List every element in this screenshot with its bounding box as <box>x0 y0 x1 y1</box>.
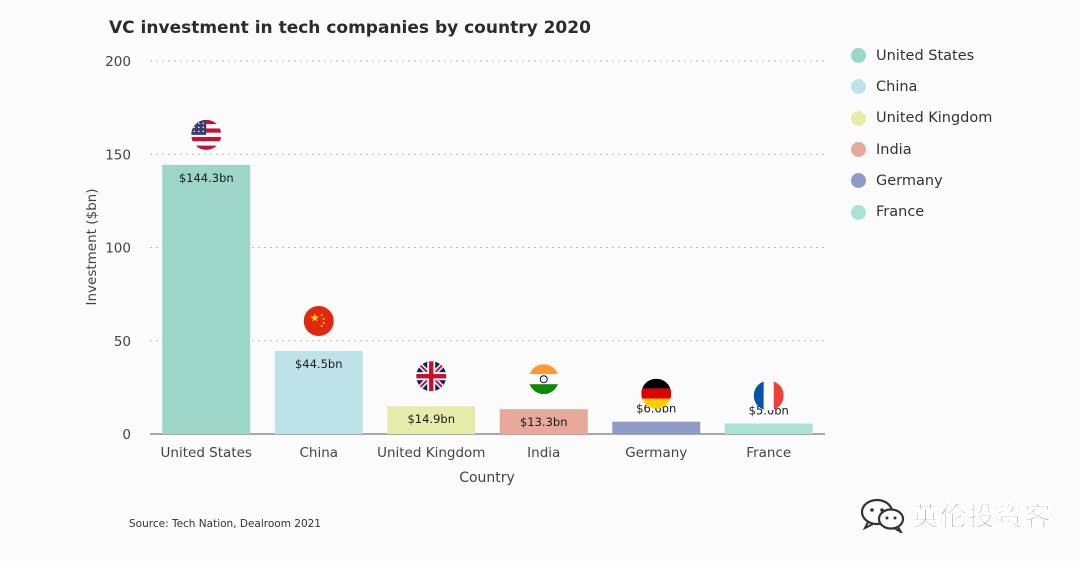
bar-china <box>274 351 363 434</box>
bar-germany <box>612 421 701 434</box>
x-tick-label: China <box>299 445 338 461</box>
data-label: $13.3bn <box>520 415 568 429</box>
bar-united-kingdom <box>387 406 476 434</box>
source-note: Source: Tech Nation, Dealroom 2021 <box>129 518 321 530</box>
bar-india <box>499 409 588 434</box>
wechat-watermark: 英伦投资客 <box>858 495 1052 534</box>
y-tick-label: 50 <box>114 334 131 350</box>
y-axis-label: Investment ($bn) <box>84 188 100 305</box>
legend-item: India <box>851 134 992 165</box>
legend-label: India <box>876 141 912 158</box>
uk-flag-icon <box>416 361 447 392</box>
legend-label: Germany <box>876 172 943 189</box>
legend-label: United States <box>876 47 975 64</box>
chart-title: VC investment in tech companies by count… <box>109 18 591 38</box>
legend-label: France <box>876 204 925 221</box>
legend-item: United States <box>851 40 992 71</box>
x-axis-label: Country <box>459 470 515 486</box>
legend-swatch <box>851 79 866 95</box>
bar-united-states <box>162 164 251 434</box>
us-flag-icon <box>191 119 222 150</box>
x-tick-label: United States <box>161 445 252 461</box>
x-tick-label: Germany <box>625 445 687 461</box>
data-label: $44.5bn <box>295 357 343 371</box>
china-flag-icon <box>303 306 334 337</box>
legend-label: China <box>876 78 918 95</box>
legend-swatch <box>851 48 866 64</box>
data-label: $14.9bn <box>407 412 455 426</box>
data-label: $144.3bn <box>179 171 234 185</box>
y-tick-label: 100 <box>105 241 131 257</box>
watermark-text: 英伦投资客 <box>912 502 1052 534</box>
x-tick-label: United Kingdom <box>377 445 485 461</box>
legend-swatch <box>851 173 866 189</box>
legend-item: Germany <box>851 165 992 196</box>
legend-swatch <box>851 142 866 158</box>
wechat-icon <box>860 498 905 533</box>
y-tick-label: 150 <box>105 147 131 163</box>
legend-swatch <box>851 110 866 126</box>
legend-item: China <box>851 71 992 102</box>
legend: United States China United Kingdom India Ger… <box>851 40 992 228</box>
x-tick-label: India <box>527 445 560 461</box>
germany-flag-icon <box>641 378 672 409</box>
bar-france <box>724 423 813 434</box>
india-flag-icon <box>528 364 559 395</box>
legend-item: France <box>851 196 992 227</box>
legend-swatch <box>851 204 866 220</box>
france-flag-icon <box>753 380 784 411</box>
x-tick-label: France <box>746 445 791 461</box>
legend-label: United Kingdom <box>876 110 993 127</box>
legend-item: United Kingdom <box>851 103 992 134</box>
y-tick-label: 200 <box>105 54 131 70</box>
y-tick-label: 0 <box>122 427 131 443</box>
